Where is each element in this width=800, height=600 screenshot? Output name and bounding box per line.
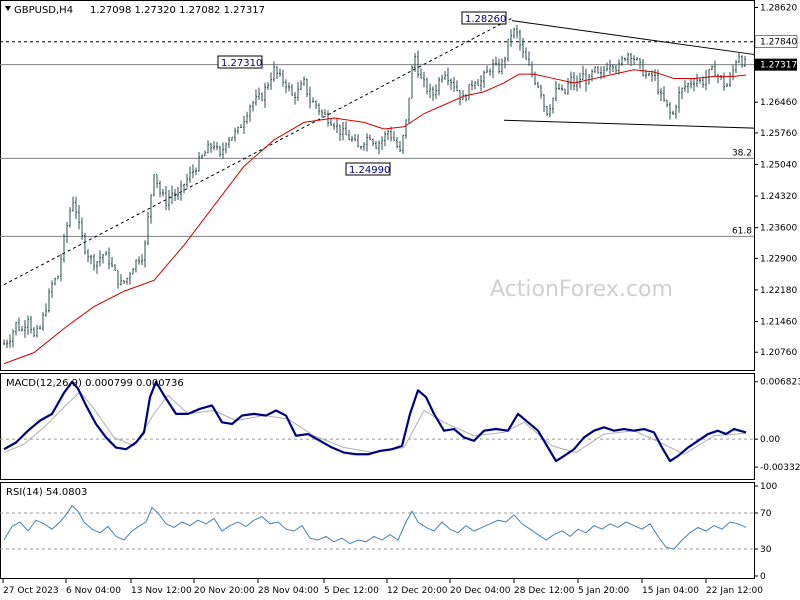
price-panel: [0, 0, 755, 371]
rsi-line: [3, 505, 747, 550]
price-tick-label: 1.28620: [760, 4, 797, 14]
macd-plot: [0, 380, 754, 463]
time-tick-label: 5 Jan 20:00: [578, 586, 630, 596]
ohlc-readout: 1.27098 1.27320 1.27082 1.27317: [90, 5, 265, 16]
price-tick-label: 1.26460: [760, 98, 797, 108]
price-tick-label: 1.22900: [760, 254, 797, 264]
watermark: ActionForex.com: [490, 277, 673, 302]
annotation-label-2: 1.24990: [349, 165, 390, 176]
macd-main-line: [3, 380, 747, 463]
price-tick-label: 1.20760: [760, 348, 797, 358]
symbol-label: GBPUSD,H4: [14, 5, 73, 16]
macd-tick-label: 0.006823: [760, 378, 800, 388]
annotation-box-2: [345, 162, 391, 176]
rsi-title: RSI(14) 54.0803: [6, 487, 87, 498]
price-tick-label: 1.23600: [760, 224, 797, 234]
rsi-tick-label: 100: [760, 482, 777, 492]
time-tick-label: 22 Jan 12:00: [706, 586, 763, 596]
upper-trendline: [511, 20, 755, 55]
price-tick-label: 1.27317: [760, 61, 797, 71]
current-price-tag: [755, 58, 797, 71]
rsi-plot: [0, 505, 754, 550]
resistance-tag-label: 1.27840: [760, 38, 797, 48]
fib-label-2: 38.2: [732, 148, 752, 158]
price-tick-label: 1.25760: [760, 129, 797, 139]
macd-signal-line: [3, 391, 747, 455]
axes: 1.28620 1.27840 1.27317 1.26460 1.25760 1.250…: [2, 4, 800, 596]
time-tick-label: 6 Nov 04:00: [66, 586, 121, 596]
macd-tick-label: 0.00: [760, 435, 780, 445]
time-tick-label: 28 Dec 12:00: [514, 586, 575, 596]
rsi-tick-label: 0: [760, 572, 766, 582]
price-tick-label: 1.25040: [760, 161, 797, 171]
price-tick-label: 1.21460: [760, 318, 797, 328]
annotation-label-0: 1.28260: [465, 14, 506, 25]
time-tick-label: 28 Nov 04:00: [258, 586, 319, 596]
macd-panel: [0, 373, 755, 480]
macd-title: MACD(12,26,9) 0.000799 0.000736: [6, 378, 184, 389]
time-tick-label: 20 Nov 20:00: [194, 586, 255, 596]
moving-average-line: [3, 69, 747, 365]
time-tick-label: 12 Dec 20:00: [387, 586, 448, 596]
price-plot: 38.2 61.8 1.28260 1.27310 1.24990: [0, 11, 755, 365]
time-tick-label: 15 Jan 04:00: [642, 586, 699, 596]
time-tick-label: 20 Dec 04:00: [450, 586, 511, 596]
annotation-label-1: 1.27310: [221, 58, 262, 69]
price-tick-label: 1.24320: [760, 192, 797, 202]
resistance-tag: [754, 35, 798, 48]
rsi-tick-label: 30: [760, 545, 772, 555]
time-tick-label: 13 Nov 12:00: [131, 586, 192, 596]
rsi-panel: [0, 482, 755, 579]
time-tick-label: 5 Dec 12:00: [324, 586, 379, 596]
annotation-box-0: [461, 11, 507, 25]
rsi-tick-label: 70: [760, 509, 772, 519]
price-tick-label: 1.22180: [760, 286, 797, 296]
fib-label-3: 61.8: [732, 226, 752, 236]
time-tick-label: 27 Oct 2023: [3, 586, 59, 596]
dropdown-arrow-icon[interactable]: [5, 6, 11, 11]
annotation-box-1: [217, 55, 263, 69]
lower-trendline: [503, 119, 755, 129]
